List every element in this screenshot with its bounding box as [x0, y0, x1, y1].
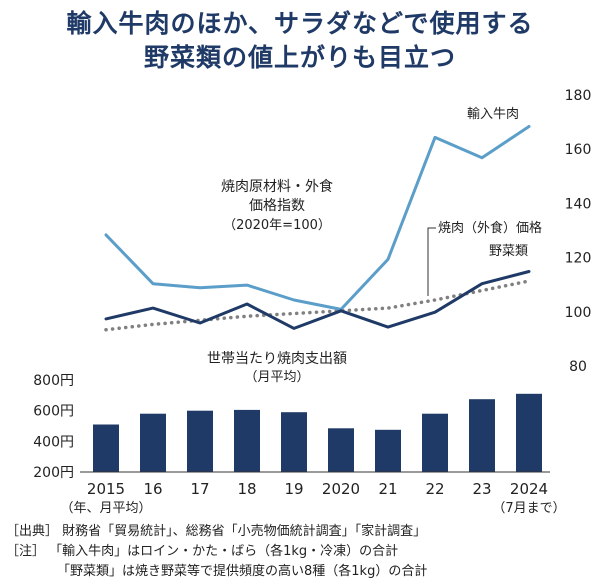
series-line-imported-beef [104, 125, 531, 311]
x-tick-sublabel: （年、月平均） [60, 501, 151, 516]
x-tick-label: 2024 [510, 480, 548, 498]
bar-y-tick-label: 200円 [33, 465, 74, 481]
chart-canvas: 180 160 140 120 100 80 焼肉原材料・外食 価格指数 （2020年=1… [33, 88, 592, 516]
bar-2020 [328, 428, 354, 472]
x-tick-sublabel: （7月まで） [492, 501, 565, 516]
line-y-tick-label: 140 [565, 196, 592, 212]
x-tick-label: 22 [425, 480, 444, 498]
line-y-tick-label: 180 [565, 88, 592, 104]
bar-y-tick-label: 400円 [33, 434, 74, 450]
line-chart-title: 焼肉原材料・外食 [221, 178, 333, 195]
headline-line-1: 輸入牛肉のほか、サラダなどで使用する [66, 9, 534, 38]
x-tick-label: 16 [143, 480, 162, 498]
note-1: ［注］ 「輸入牛肉」はロイン・かた・ばら（各1kg・冷凍）の合計 [6, 544, 399, 559]
x-tick-label: 19 [284, 480, 303, 498]
source-note: ［出典］ 財務省「貿易統計」、総務省「小売物価統計調査」「家計調査」 [6, 524, 427, 539]
bar-19 [281, 412, 307, 472]
line-y-tick-label: 80 [569, 359, 587, 375]
note-2: 「野菜類」は焼き野菜等で提供頻度の高い8種（各1kg）の合計 [57, 564, 428, 579]
line-chart-subtitle: （2020年=100） [223, 218, 331, 233]
line-chart-title-line-2: 価格指数 [249, 198, 305, 214]
bar-2024 [516, 393, 542, 472]
bar-chart-subtitle: （月平均） [244, 370, 309, 385]
x-tick-label: 21 [378, 480, 397, 498]
line-chart-y-axis: 180 160 140 120 100 80 [565, 88, 592, 375]
bar-chart-y-axis: 800円 600円 400円 200円 [33, 373, 74, 481]
line-y-tick-label: 100 [565, 305, 592, 321]
bar-22 [422, 413, 448, 472]
x-tick-label: 2015 [87, 480, 125, 498]
bar-y-tick-label: 800円 [33, 373, 74, 389]
bar-2015 [93, 424, 119, 472]
line-chart-series [104, 125, 531, 332]
line-y-tick-label: 160 [565, 142, 592, 158]
x-tick-label: 17 [190, 480, 209, 498]
bar-chart-title: 世帯当たり焼肉支出額 [207, 351, 347, 367]
x-tick-label: 23 [472, 480, 491, 498]
legend-imported-beef: 輸入牛肉 [467, 107, 519, 122]
bar-y-tick-label: 600円 [33, 404, 74, 420]
bar-21 [375, 429, 401, 472]
bar-23 [469, 399, 495, 472]
bar-16 [140, 413, 166, 472]
x-tick-label: 2020 [322, 480, 360, 498]
bar-17 [187, 410, 213, 472]
x-axis-labels: 2015 （年、月平均） 16 17 18 19 2020 21 22 23 2024 （7月まで） [60, 480, 565, 516]
series-line-yakiniku-price [104, 279, 531, 332]
legend-yakiniku-price: 焼肉（外食）価格 [438, 220, 542, 236]
leader-line [427, 227, 436, 296]
line-y-tick-label: 120 [565, 251, 592, 267]
x-tick-label: 18 [237, 480, 256, 498]
legend-vegetables: 野菜類 [489, 244, 528, 259]
bar-18 [234, 409, 260, 472]
headline-line-2: 野菜類の値上がりも目立つ [143, 43, 456, 72]
series-line-vegetables [104, 270, 531, 330]
bar-chart-bars [93, 393, 542, 472]
